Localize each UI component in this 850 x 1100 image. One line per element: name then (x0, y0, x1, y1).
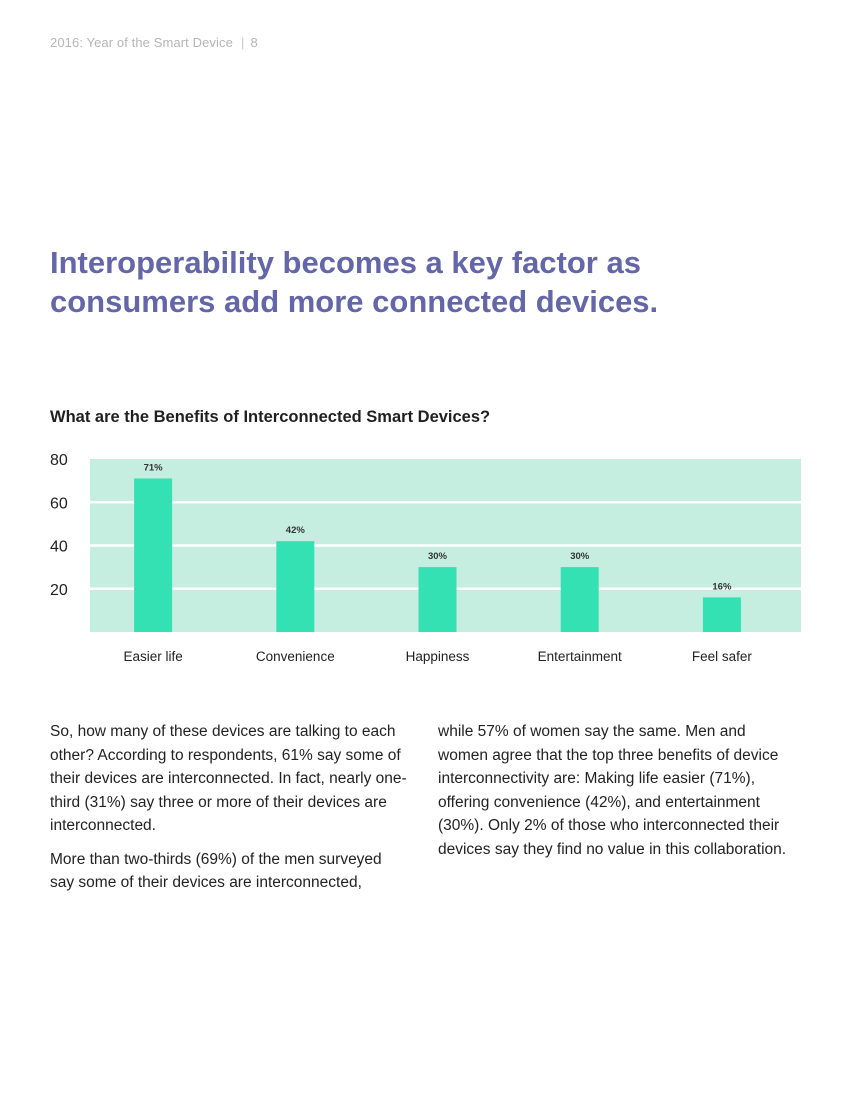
page-title: Interoperability becomes a key factor as… (50, 243, 810, 321)
page-header: 2016: Year of the Smart Device | 8 (50, 35, 258, 50)
x-category-label: Entertainment (538, 649, 622, 664)
x-category-label: Convenience (256, 649, 335, 664)
chart-bar (560, 567, 599, 632)
bar-data-label: 42% (286, 525, 306, 536)
bar-data-label: 16% (712, 581, 732, 592)
chart-bar (702, 597, 741, 632)
chart-bar (418, 567, 457, 632)
bar-data-label: 71% (144, 462, 164, 473)
y-tick-label: 80 (50, 452, 68, 469)
y-tick-label: 40 (50, 539, 68, 556)
body-paragraph-3: while 57% of women say the same. Men and… (438, 723, 787, 858)
document-title: 2016: Year of the Smart Device (50, 35, 233, 50)
y-tick-label: 60 (50, 495, 68, 512)
bar-data-label: 30% (570, 551, 590, 562)
page-title-line-2: consumers add more connected devices. (50, 284, 659, 319)
x-category-label: Feel safer (692, 649, 753, 664)
body-paragraph-2: More than two-thirds (69%) of the men su… (50, 850, 382, 892)
page-number: 8 (250, 35, 258, 50)
chart-title: What are the Benefits of Interconnected … (50, 408, 491, 426)
benefits-bar-chart: 20 40 60 80 71% Easier life 42% Convenience 30% H… (50, 452, 801, 664)
y-tick-label: 20 (50, 582, 68, 599)
chart-bar (276, 541, 315, 632)
header-separator: | (240, 35, 245, 50)
body-column-right: while 57% of women say the same. Men and… (438, 720, 798, 871)
page-title-line-1: Interoperability becomes a key factor as (50, 245, 641, 280)
x-category-label: Easier life (123, 649, 182, 664)
body-paragraph-1: So, how many of these devices are talkin… (50, 723, 407, 834)
bar-data-label: 30% (428, 551, 448, 562)
x-category-label: Happiness (406, 649, 470, 664)
chart-bar (134, 478, 173, 632)
body-column-left: So, how many of these devices are talkin… (50, 720, 410, 905)
